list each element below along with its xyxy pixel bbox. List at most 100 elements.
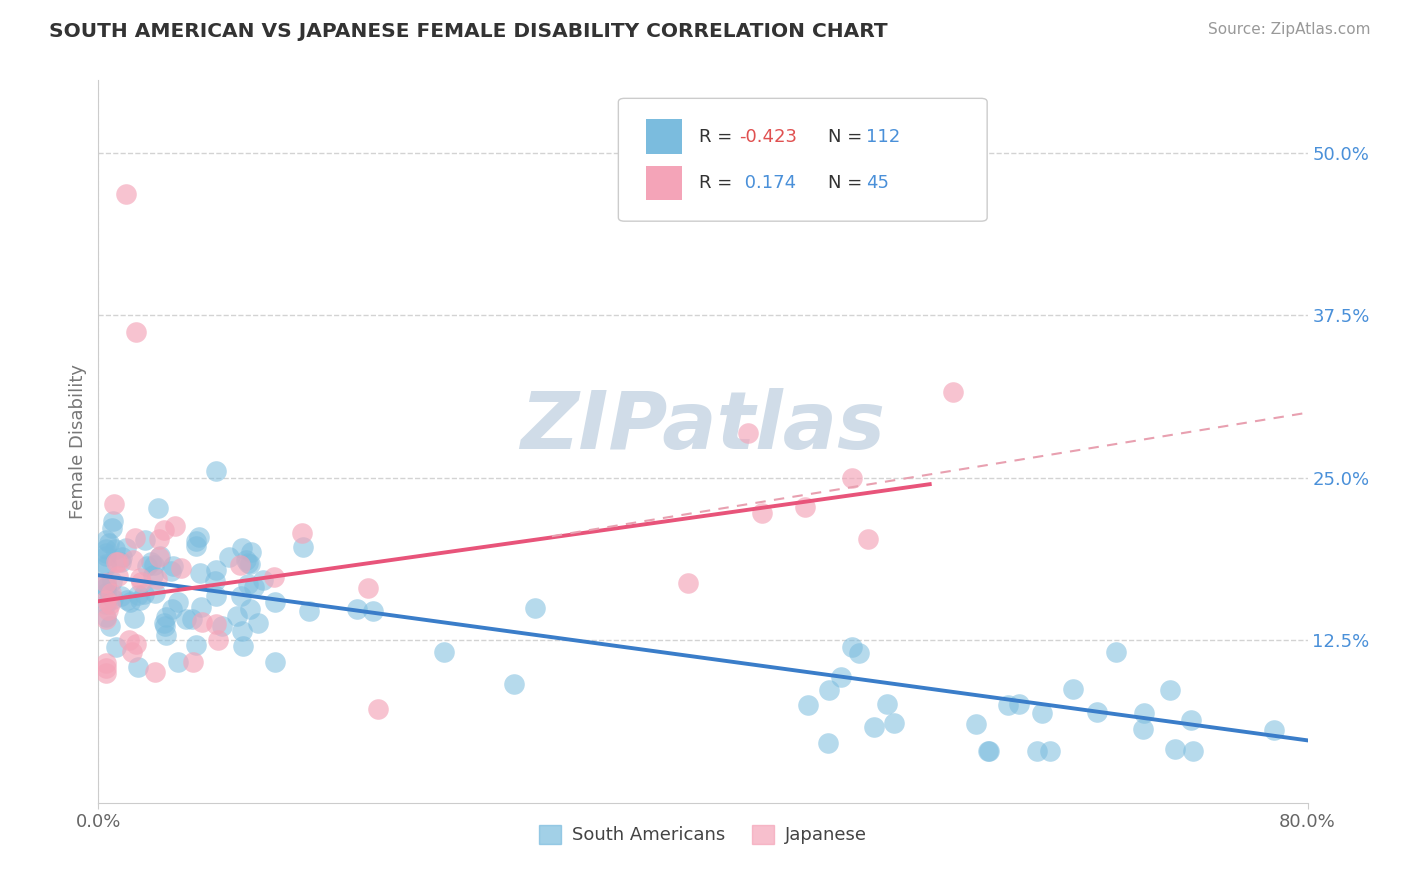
Point <box>229 558 252 572</box>
Point <box>1159 683 1181 698</box>
FancyBboxPatch shape <box>619 98 987 221</box>
Point <box>231 624 253 638</box>
Point <box>841 471 863 485</box>
Point <box>1008 698 1031 712</box>
Point <box>122 553 145 567</box>
Point <box>238 576 260 591</box>
Point <box>170 561 193 575</box>
Point <box>94 581 117 595</box>
Point <box>94 586 117 600</box>
Point <box>676 576 699 591</box>
Text: Source: ZipAtlas.com: Source: ZipAtlas.com <box>1208 22 1371 37</box>
Point <box>118 632 141 647</box>
Point <box>100 586 122 600</box>
Point <box>830 670 852 684</box>
Point <box>848 646 870 660</box>
Point <box>153 619 176 633</box>
Point <box>121 645 143 659</box>
Point <box>817 736 839 750</box>
Point <box>132 587 155 601</box>
Point <box>186 539 208 553</box>
Point <box>737 426 759 441</box>
Point <box>94 610 117 624</box>
Point <box>159 564 181 578</box>
Point <box>162 559 184 574</box>
Point <box>98 618 121 632</box>
Point <box>124 531 146 545</box>
Point <box>186 639 208 653</box>
Point <box>155 628 177 642</box>
Point <box>298 603 321 617</box>
Point <box>856 532 879 546</box>
Point <box>263 570 285 584</box>
Point <box>94 597 117 611</box>
Text: ZIPatlas: ZIPatlas <box>520 388 886 467</box>
Point <box>942 385 965 400</box>
Point <box>1133 706 1156 720</box>
Point <box>96 533 118 547</box>
Point <box>1132 723 1154 737</box>
Point <box>876 697 898 711</box>
Point <box>94 656 117 670</box>
Point <box>190 600 212 615</box>
Point <box>1263 723 1285 738</box>
Text: 112: 112 <box>866 128 900 145</box>
Point <box>143 586 166 600</box>
Point <box>167 595 190 609</box>
Point <box>361 604 384 618</box>
Point <box>1031 706 1053 720</box>
Point <box>1105 645 1128 659</box>
Point <box>100 574 122 588</box>
Point <box>103 497 125 511</box>
Point <box>239 602 262 616</box>
Point <box>188 566 211 580</box>
Point <box>205 589 228 603</box>
Point <box>135 559 157 574</box>
Point <box>205 464 228 478</box>
Point <box>153 615 176 630</box>
Point <box>110 555 132 569</box>
Point <box>97 603 120 617</box>
Point <box>127 659 149 673</box>
Point <box>115 541 138 556</box>
Point <box>1182 744 1205 758</box>
Point <box>110 589 132 603</box>
Point <box>1180 713 1202 727</box>
Point <box>101 591 124 606</box>
Text: N =: N = <box>828 128 868 145</box>
Point <box>357 581 380 595</box>
Point <box>794 500 817 514</box>
Point <box>232 639 254 653</box>
Point <box>292 540 315 554</box>
Point <box>181 655 204 669</box>
Point <box>264 655 287 669</box>
Point <box>204 574 226 589</box>
Point <box>94 549 117 563</box>
Point <box>239 557 262 571</box>
Point <box>153 524 176 538</box>
Point <box>977 744 1000 758</box>
Point <box>252 574 274 588</box>
Point <box>122 611 145 625</box>
Point <box>236 556 259 570</box>
Point <box>134 533 156 548</box>
Point <box>94 546 117 560</box>
Point <box>225 608 247 623</box>
Point <box>207 633 229 648</box>
Point <box>167 655 190 669</box>
Point <box>965 717 987 731</box>
Point <box>346 601 368 615</box>
Point <box>143 665 166 679</box>
Point <box>246 615 269 630</box>
Point <box>1164 742 1187 756</box>
Point <box>103 542 125 557</box>
Text: R =: R = <box>699 128 738 145</box>
Text: 0.174: 0.174 <box>740 174 796 192</box>
Point <box>797 698 820 713</box>
Point <box>104 640 127 654</box>
Point <box>862 720 884 734</box>
Point <box>205 617 228 632</box>
Point <box>205 563 228 577</box>
Point <box>107 569 129 583</box>
Legend: South Americans, Japanese: South Americans, Japanese <box>531 818 875 852</box>
